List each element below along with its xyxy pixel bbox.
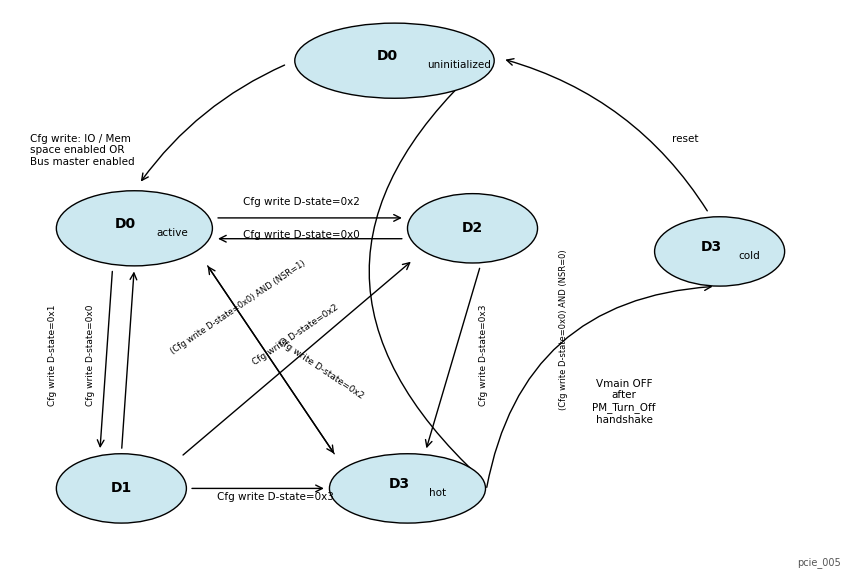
Text: active: active [156, 228, 188, 238]
Text: D0: D0 [115, 217, 136, 231]
Text: (Cfg write D-state=0x0) AND (NSR=1): (Cfg write D-state=0x0) AND (NSR=1) [169, 259, 307, 356]
Text: Cfg write D-state=0x3: Cfg write D-state=0x3 [218, 492, 334, 502]
Text: Cfg write D-state=0x0: Cfg write D-state=0x0 [244, 229, 360, 240]
Text: Cfg write D-state=0x2: Cfg write D-state=0x2 [276, 337, 365, 401]
Ellipse shape [655, 217, 785, 286]
Text: (Cfg write D-state=0x0) AND (NSR=0): (Cfg write D-state=0x0) AND (NSR=0) [559, 249, 568, 410]
Text: D3: D3 [388, 477, 409, 491]
Ellipse shape [329, 454, 486, 523]
Text: Cfg write D-state=0x0: Cfg write D-state=0x0 [86, 305, 95, 406]
Ellipse shape [295, 23, 494, 98]
Text: Cfg write: IO / Mem
space enabled OR
Bus master enabled: Cfg write: IO / Mem space enabled OR Bus… [30, 134, 135, 167]
Ellipse shape [407, 194, 538, 263]
Text: pcie_005: pcie_005 [798, 557, 841, 568]
Text: Vmain OFF
after
PM_Turn_Off
handshake: Vmain OFF after PM_Turn_Off handshake [592, 379, 656, 425]
Text: reset: reset [672, 134, 698, 144]
Ellipse shape [56, 191, 212, 266]
Text: D1: D1 [111, 481, 132, 495]
Text: cold: cold [739, 251, 760, 261]
Text: D2: D2 [462, 221, 483, 235]
Ellipse shape [56, 454, 186, 523]
Text: hot: hot [429, 488, 447, 498]
Text: Cfg write D-state=0x1: Cfg write D-state=0x1 [48, 305, 56, 406]
Text: D3: D3 [701, 240, 721, 254]
Text: D0: D0 [377, 49, 398, 63]
Text: Cfg write D-state=0x3: Cfg write D-state=0x3 [479, 305, 488, 406]
Text: uninitialized: uninitialized [427, 60, 492, 71]
Text: Cfg write D-state=0x2: Cfg write D-state=0x2 [251, 303, 341, 367]
Text: Cfg write D-state=0x2: Cfg write D-state=0x2 [244, 197, 360, 208]
